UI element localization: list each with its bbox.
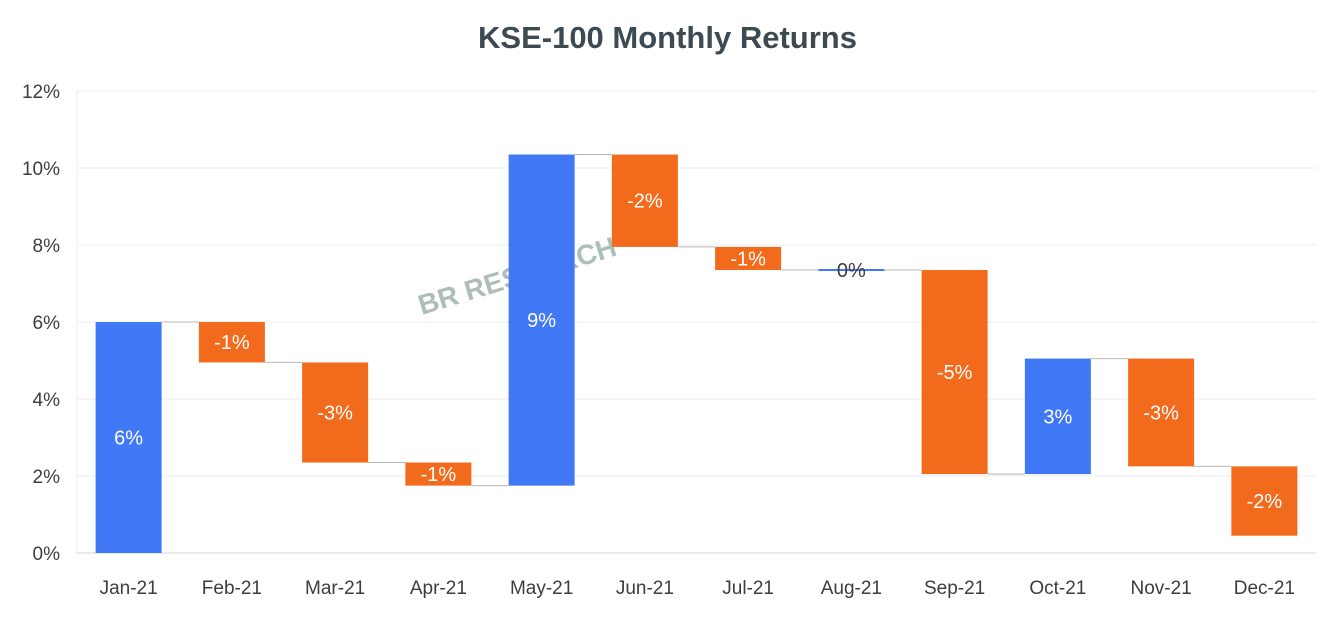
bar [95, 322, 162, 553]
x-tick-label: Jan-21 [100, 578, 158, 599]
data-label: -5% [937, 362, 973, 384]
x-tick-label: Sep-21 [924, 578, 985, 599]
y-tick-label: 4% [33, 390, 61, 411]
x-tick-label: May-21 [510, 578, 573, 599]
data-label: -2% [1247, 491, 1283, 513]
data-label: -1% [421, 464, 457, 486]
x-tick-label: Jul-21 [722, 578, 774, 599]
x-tick-label: Mar-21 [305, 578, 365, 599]
data-label: 6% [114, 428, 143, 450]
data-label: -3% [317, 402, 353, 424]
bar [302, 362, 369, 463]
bar [818, 269, 885, 272]
bar [715, 246, 782, 271]
y-tick-label: 8% [33, 236, 61, 257]
y-tick-label: 2% [33, 467, 61, 488]
bar [198, 322, 265, 363]
y-tick-label: 12% [22, 82, 60, 103]
x-tick-label: Dec-21 [1234, 578, 1295, 599]
y-tick-label: 6% [33, 313, 61, 334]
data-label: 0% [837, 260, 866, 282]
bar [405, 462, 472, 486]
data-label: -2% [627, 191, 663, 213]
data-label: -1% [214, 332, 250, 354]
bar [1231, 466, 1298, 536]
data-label: -3% [1143, 402, 1179, 424]
x-tick-label: Nov-21 [1131, 578, 1192, 599]
data-label: 3% [1043, 406, 1072, 428]
x-tick-label: Oct-21 [1029, 578, 1086, 599]
data-label: -1% [730, 248, 766, 270]
x-tick-label: Feb-21 [202, 578, 262, 599]
y-tick-label: 10% [22, 159, 60, 180]
data-label: 9% [527, 310, 556, 332]
bar [1024, 358, 1091, 475]
bar [1128, 358, 1195, 467]
bar [921, 270, 988, 475]
bar [508, 154, 575, 486]
y-tick-label: 0% [33, 544, 61, 565]
x-tick-label: Jun-21 [616, 578, 674, 599]
bar [611, 154, 678, 247]
chart-title: KSE-100 Monthly Returns [478, 20, 857, 55]
x-tick-label: Apr-21 [410, 578, 467, 599]
x-tick-label: Aug-21 [821, 578, 882, 599]
